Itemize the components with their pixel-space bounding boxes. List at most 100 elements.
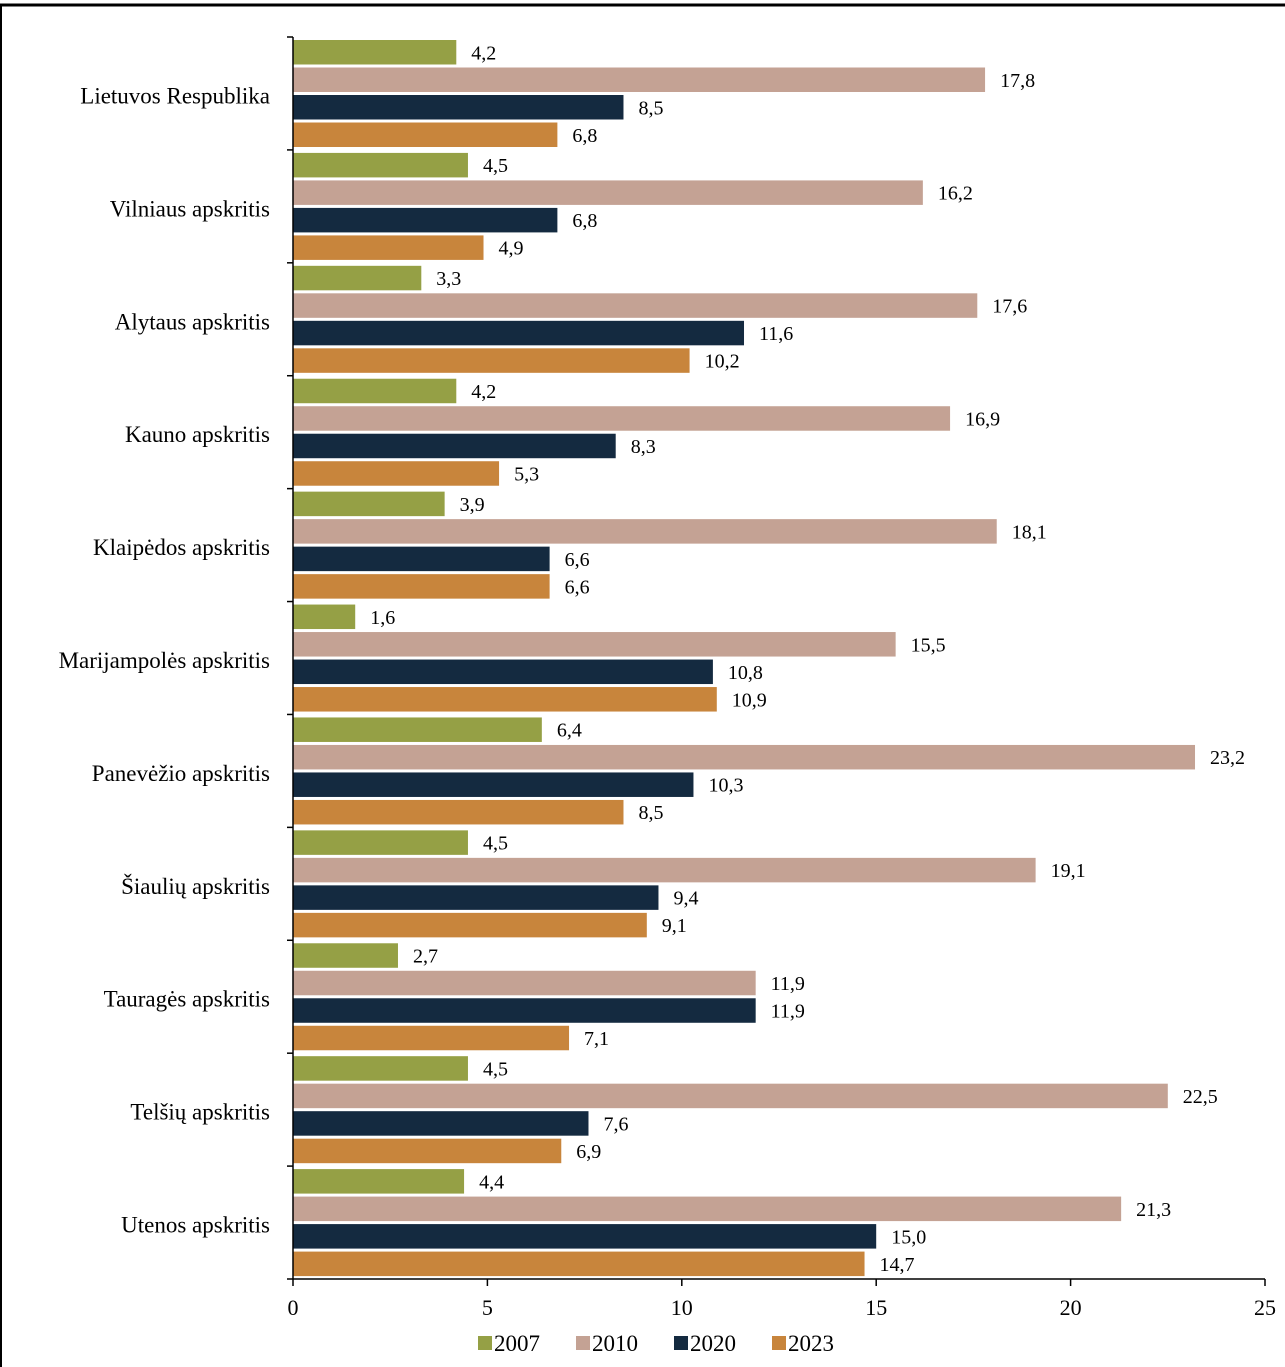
- data-label-marijampoles-apskritis-2007: 1,6: [370, 607, 395, 629]
- x-tick-label-10: 10: [671, 1295, 693, 1320]
- data-label-panevezio-apskritis-2020: 10,3: [708, 775, 743, 797]
- data-label-panevezio-apskritis-2007: 6,4: [557, 720, 582, 742]
- data-label-panevezio-apskritis-2023: 8,5: [638, 802, 663, 824]
- legend-swatch-2010: [576, 1336, 590, 1350]
- bars-layer: [293, 40, 1196, 1277]
- bar-klaipedos-apskritis-2023: [293, 574, 550, 599]
- data-label-siauliu-apskritis-2020: 9,4: [673, 888, 698, 910]
- legend-swatch-2020: [674, 1336, 688, 1350]
- legend-swatch-2023: [772, 1336, 786, 1350]
- bar-taurages-apskritis-2007: [293, 943, 398, 968]
- axes-layer: [287, 36, 1266, 1286]
- data-label-siauliu-apskritis-2007: 4,5: [483, 833, 508, 855]
- category-label-siauliu-apskritis: Šiaulių apskritis: [121, 873, 270, 899]
- data-label-lietuvos-respublika-2023: 6,8: [572, 125, 597, 147]
- bar-vilniaus-apskritis-2023: [293, 235, 484, 260]
- data-label-siauliu-apskritis-2023: 9,1: [662, 915, 687, 937]
- bar-siauliu-apskritis-2010: [293, 857, 1036, 883]
- data-label-utenos-apskritis-2010: 21,3: [1136, 1199, 1171, 1221]
- bar-utenos-apskritis-2010: [293, 1196, 1122, 1222]
- legend-label-2010: 2010: [592, 1331, 638, 1356]
- data-label-utenos-apskritis-2007: 4,4: [479, 1171, 504, 1193]
- x-tick-label-0: 0: [288, 1295, 299, 1320]
- bar-marijampoles-apskritis-2007: [293, 604, 356, 630]
- legend-label-2023: 2023: [788, 1331, 834, 1356]
- bar-klaipedos-apskritis-2010: [293, 519, 997, 544]
- bar-kauno-apskritis-2010: [293, 406, 951, 431]
- x-tick-label-25: 25: [1254, 1295, 1276, 1320]
- data-label-lietuvos-respublika-2020: 8,5: [638, 97, 663, 119]
- bar-marijampoles-apskritis-2020: [293, 659, 713, 685]
- data-label-vilniaus-apskritis-2023: 4,9: [499, 238, 524, 260]
- legend: 2007 2010 2020 2023: [478, 1331, 834, 1356]
- data-label-taurages-apskritis-2020: 11,9: [771, 1001, 805, 1023]
- data-label-telsiu-apskritis-2007: 4,5: [483, 1058, 508, 1080]
- bar-lietuvos-respublika-2007: [293, 40, 457, 65]
- data-label-klaipedos-apskritis-2020: 6,6: [565, 549, 590, 571]
- category-label-utenos-apskritis: Utenos apskritis: [121, 1213, 270, 1238]
- bar-panevezio-apskritis-2023: [293, 799, 624, 825]
- bar-kauno-apskritis-2020: [293, 433, 616, 459]
- bar-vilniaus-apskritis-2010: [293, 180, 923, 205]
- category-label-telsiu-apskritis: Telšių apskritis: [130, 1100, 270, 1125]
- category-label-taurages-apskritis: Tauragės apskritis: [104, 987, 270, 1012]
- data-label-marijampoles-apskritis-2010: 15,5: [911, 634, 946, 656]
- bar-telsiu-apskritis-2010: [293, 1083, 1168, 1109]
- data-label-utenos-apskritis-2023: 14,7: [880, 1254, 915, 1276]
- data-label-kauno-apskritis-2010: 16,9: [965, 408, 1000, 430]
- data-label-kauno-apskritis-2023: 5,3: [514, 463, 539, 485]
- data-label-siauliu-apskritis-2010: 19,1: [1051, 860, 1086, 882]
- data-label-vilniaus-apskritis-2020: 6,8: [572, 210, 597, 232]
- data-label-telsiu-apskritis-2010: 22,5: [1183, 1086, 1218, 1108]
- bar-klaipedos-apskritis-2020: [293, 546, 550, 572]
- x-tick-label-20: 20: [1060, 1295, 1082, 1320]
- bar-taurages-apskritis-2023: [293, 1025, 570, 1051]
- bar-vilniaus-apskritis-2020: [293, 207, 558, 233]
- data-label-utenos-apskritis-2020: 15,0: [891, 1226, 926, 1248]
- data-label-panevezio-apskritis-2010: 23,2: [1210, 747, 1245, 769]
- bar-panevezio-apskritis-2007: [293, 717, 542, 742]
- legend-swatch-2007: [478, 1336, 492, 1350]
- bar-lietuvos-respublika-2023: [293, 122, 558, 147]
- bar-telsiu-apskritis-2023: [293, 1138, 562, 1164]
- data-label-kauno-apskritis-2020: 8,3: [631, 436, 656, 458]
- bar-telsiu-apskritis-2020: [293, 1111, 589, 1136]
- labels-layer: 4,2 17,8 8,5 6,8 Lietuvos Respublika 4,5 16,2 6…: [59, 42, 1276, 1320]
- bar-kauno-apskritis-2023: [293, 461, 500, 486]
- category-label-vilniaus-apskritis: Vilniaus apskritis: [110, 196, 270, 221]
- bar-utenos-apskritis-2023: [293, 1251, 865, 1277]
- bar-siauliu-apskritis-2020: [293, 885, 659, 910]
- x-tick-label-15: 15: [865, 1295, 887, 1320]
- data-label-alytaus-apskritis-2007: 3,3: [436, 268, 461, 290]
- bar-taurages-apskritis-2020: [293, 998, 756, 1023]
- bar-siauliu-apskritis-2023: [293, 912, 647, 938]
- bar-panevezio-apskritis-2010: [293, 744, 1196, 770]
- bar-utenos-apskritis-2020: [293, 1224, 877, 1249]
- bar-lietuvos-respublika-2010: [293, 67, 986, 92]
- data-label-alytaus-apskritis-2023: 10,2: [705, 351, 740, 373]
- bar-telsiu-apskritis-2007: [293, 1056, 468, 1081]
- bar-utenos-apskritis-2007: [293, 1169, 465, 1194]
- data-label-klaipedos-apskritis-2010: 18,1: [1012, 521, 1047, 543]
- bar-siauliu-apskritis-2007: [293, 830, 468, 855]
- bar-alytaus-apskritis-2010: [293, 293, 978, 318]
- data-label-vilniaus-apskritis-2010: 16,2: [938, 183, 973, 205]
- bar-taurages-apskritis-2010: [293, 970, 756, 996]
- data-label-klaipedos-apskritis-2007: 3,9: [460, 494, 485, 516]
- data-label-alytaus-apskritis-2020: 11,6: [759, 323, 793, 345]
- bar-kauno-apskritis-2007: [293, 378, 457, 404]
- bar-panevezio-apskritis-2020: [293, 772, 694, 797]
- data-label-lietuvos-respublika-2007: 4,2: [471, 42, 496, 64]
- data-label-taurages-apskritis-2007: 2,7: [413, 946, 438, 968]
- bar-alytaus-apskritis-2020: [293, 320, 745, 346]
- category-label-marijampoles-apskritis: Marijampolės apskritis: [59, 648, 270, 673]
- data-label-klaipedos-apskritis-2023: 6,6: [565, 576, 590, 598]
- data-label-alytaus-apskritis-2010: 17,6: [992, 296, 1027, 318]
- category-label-lietuvos-respublika: Lietuvos Respublika: [80, 83, 270, 108]
- bar-vilniaus-apskritis-2007: [293, 152, 468, 178]
- data-label-taurages-apskritis-2010: 11,9: [771, 973, 805, 995]
- category-label-kauno-apskritis: Kauno apskritis: [125, 422, 270, 447]
- bar-marijampoles-apskritis-2023: [293, 687, 717, 712]
- data-label-telsiu-apskritis-2023: 6,9: [576, 1141, 601, 1163]
